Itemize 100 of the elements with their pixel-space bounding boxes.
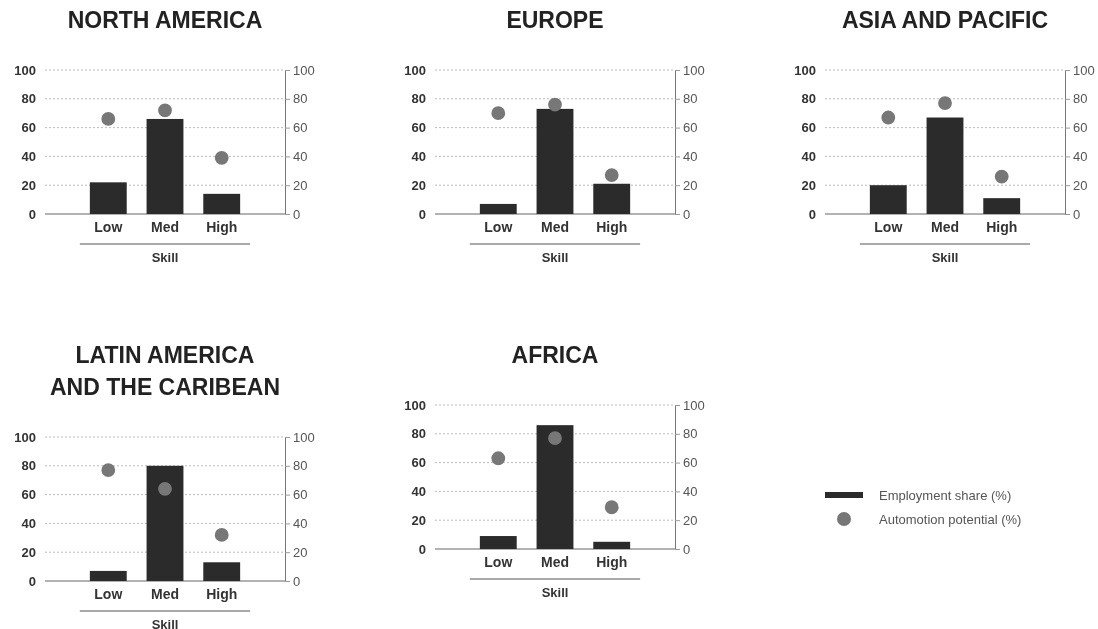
x-tick-label: High — [596, 219, 628, 235]
y-tick-label: 0 — [28, 206, 36, 222]
bar — [479, 203, 517, 214]
y2-tick-label: 100 — [683, 62, 705, 78]
point — [881, 110, 896, 125]
y-tick-label: 40 — [411, 484, 426, 500]
y-tick-label: 20 — [411, 177, 426, 193]
bar — [536, 425, 574, 549]
x-axis-title: Skill — [541, 250, 569, 265]
chart-title: EUROPE — [506, 7, 604, 33]
y-tick-label: 0 — [418, 541, 426, 557]
y-tick-label: 100 — [404, 62, 426, 78]
y-tick-label: 60 — [21, 120, 36, 136]
y2-tick-label: 80 — [293, 91, 308, 107]
y2-tick-label: 80 — [683, 426, 698, 442]
point — [548, 97, 562, 112]
point — [101, 112, 116, 126]
y2-tick-label: 20 — [293, 544, 308, 560]
chart-title: LATIN AMERICA AND THE CARIBEAN — [50, 342, 280, 400]
y-tick-label: 40 — [21, 516, 36, 532]
bar — [89, 182, 127, 214]
x-axis-title: Skill — [151, 250, 179, 265]
x-tick-label: Med — [541, 219, 569, 235]
y2-tick-label: 40 — [293, 149, 308, 165]
bar — [89, 570, 127, 581]
x-axis-title: Skill — [151, 617, 179, 629]
x-tick-label: High — [206, 586, 238, 602]
y2-tick-label: 20 — [1073, 177, 1088, 193]
point — [604, 168, 619, 183]
y2-tick-label: 0 — [1073, 206, 1081, 222]
y-tick-label: 80 — [411, 426, 426, 442]
bar — [146, 465, 184, 581]
x-tick-label: High — [596, 554, 628, 570]
point — [604, 500, 619, 515]
y2-tick-label: 40 — [293, 516, 308, 532]
y2-tick-label: 40 — [683, 484, 698, 500]
y2-tick-label: 40 — [1073, 149, 1088, 165]
y-tick-label: 0 — [28, 573, 36, 589]
chart-title: ASIA AND PACIFIC — [841, 7, 1049, 33]
y-tick-label: 20 — [411, 512, 426, 528]
y-tick-label: 60 — [411, 120, 426, 136]
y-tick-label: 60 — [411, 455, 426, 471]
point — [548, 431, 562, 446]
y2-tick-label: 100 — [293, 429, 315, 445]
y2-tick-label: 20 — [683, 177, 698, 193]
y-tick-label: 100 — [404, 397, 426, 413]
y-tick-label: 80 — [801, 91, 816, 107]
y2-tick-label: 80 — [683, 91, 698, 107]
bar — [983, 198, 1021, 214]
y-tick-label: 80 — [21, 458, 36, 474]
y2-tick-label: 0 — [683, 206, 691, 222]
x-tick-label: Med — [151, 586, 179, 602]
y2-tick-label: 0 — [683, 541, 691, 557]
x-tick-label: Med — [541, 554, 569, 570]
y2-tick-label: 0 — [293, 206, 301, 222]
legend-label: Employment share (%) — [879, 488, 1012, 503]
y-tick-label: 60 — [801, 120, 816, 136]
point — [214, 150, 229, 165]
y2-tick-label: 100 — [1073, 62, 1095, 78]
bar — [203, 193, 241, 214]
y2-tick-label: 40 — [683, 149, 698, 165]
y2-tick-label: 100 — [293, 62, 315, 78]
x-tick-label: Med — [151, 219, 179, 235]
x-axis-title: Skill — [541, 585, 569, 600]
y2-tick-label: 60 — [293, 120, 308, 136]
x-tick-label: Med — [931, 219, 959, 235]
point — [938, 96, 952, 111]
point — [491, 451, 506, 466]
bar — [593, 541, 631, 549]
point — [158, 103, 172, 118]
point — [158, 481, 172, 496]
chart-title: AFRICA — [511, 342, 599, 368]
y-tick-label: 100 — [14, 429, 36, 445]
y-tick-label: 80 — [411, 91, 426, 107]
x-axis-title: Skill — [931, 250, 959, 265]
y-tick-label: 0 — [808, 206, 816, 222]
chart-title: NORTH AMERICA — [67, 7, 263, 33]
y-tick-label: 40 — [21, 149, 36, 165]
x-tick-label: Low — [94, 219, 123, 235]
bar — [146, 118, 184, 214]
y-tick-label: 20 — [21, 544, 36, 560]
bar — [593, 183, 631, 214]
legend-label: Automotion potential (%) — [879, 512, 1022, 527]
y2-tick-label: 60 — [683, 120, 698, 136]
y2-tick-label: 60 — [293, 487, 308, 503]
y-tick-label: 60 — [21, 487, 36, 503]
y2-tick-label: 60 — [683, 455, 698, 471]
point — [994, 169, 1009, 184]
y2-tick-label: 80 — [1073, 91, 1088, 107]
point — [101, 463, 116, 478]
bar — [203, 562, 241, 581]
y-tick-label: 40 — [411, 149, 426, 165]
x-tick-label: High — [206, 219, 238, 235]
y-tick-label: 100 — [794, 62, 816, 78]
y-tick-label: 100 — [14, 62, 36, 78]
bar — [926, 117, 964, 214]
y2-tick-label: 20 — [293, 177, 308, 193]
x-tick-label: High — [986, 219, 1018, 235]
y-tick-label: 20 — [801, 177, 816, 193]
y-tick-label: 20 — [21, 177, 36, 193]
